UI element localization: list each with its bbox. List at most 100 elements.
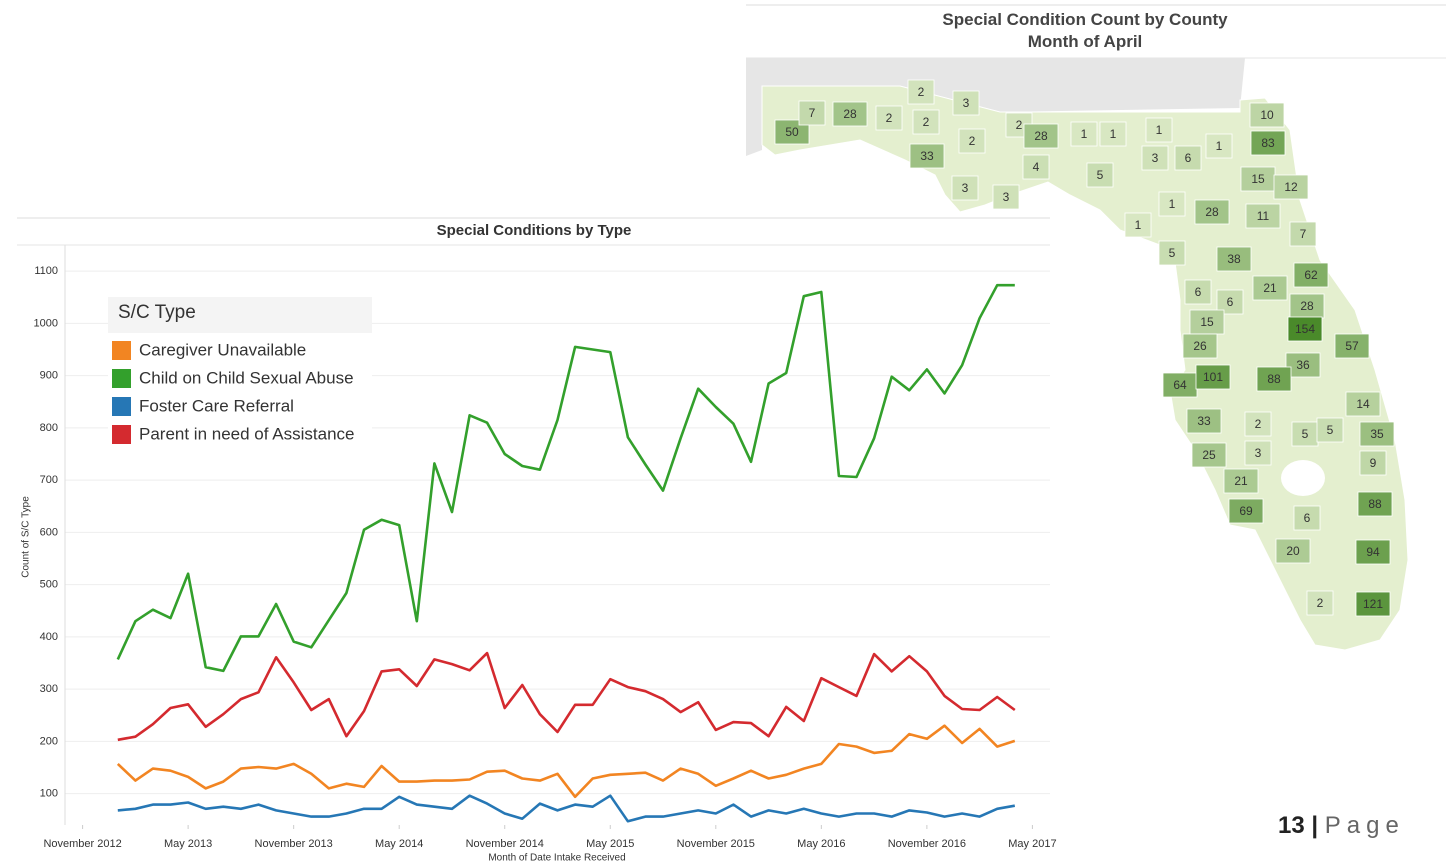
county [875,105,903,131]
county-value: 154 [1295,322,1315,336]
page-footer: 13 | Page [1278,812,1405,840]
county [1355,539,1391,565]
county [1223,468,1259,494]
county [1191,442,1227,468]
county-value: 1 [1216,139,1223,153]
county-value: 2 [918,85,925,99]
legend-label: Foster Care Referral [139,396,294,415]
county [1022,154,1050,180]
county [1070,121,1098,147]
y-tick-label: 1000 [34,317,58,329]
county-value: 83 [1261,136,1275,150]
county-value: 101 [1203,370,1223,384]
county-value: 1 [1110,127,1117,141]
county-value: 3 [1255,446,1262,460]
county-value: 33 [920,149,934,163]
county [1186,408,1222,434]
x-tick-label: November 2016 [888,838,966,850]
county-value: 62 [1304,268,1318,282]
county-value: 50 [785,125,799,139]
county-value: 28 [843,107,857,121]
y-tick-label: 500 [40,579,58,591]
legend-swatch [112,369,131,388]
county [1244,440,1272,466]
county-value: 15 [1251,172,1265,186]
county [1316,417,1344,443]
county-value: 2 [969,134,976,148]
county-value: 88 [1267,372,1281,386]
county-value: 6 [1227,295,1234,309]
y-tick-label: 800 [40,422,58,434]
y-tick-label: 700 [40,474,58,486]
county [1334,333,1370,359]
x-tick-label: November 2014 [466,838,544,850]
county [907,79,935,105]
county [1359,421,1395,447]
county-value: 2 [1016,118,1023,132]
county [1194,199,1230,225]
county [1141,145,1169,171]
county-value: 6 [1304,511,1311,525]
page-word: Page [1324,812,1405,839]
county [1240,166,1276,192]
x-tick-label: November 2013 [255,838,333,850]
county [992,184,1020,210]
county [958,128,986,154]
neighbor-land [746,58,1245,156]
county [1228,498,1264,524]
legend-title: S/C Type [118,302,196,323]
county-value: 28 [1034,129,1048,143]
county-value: 57 [1345,339,1359,353]
county [1099,121,1127,147]
county [1205,133,1233,159]
county-value: 3 [1003,190,1010,204]
county-value: 11 [1257,209,1270,223]
county [1355,591,1391,617]
county-value: 2 [923,115,930,129]
county [1245,203,1281,229]
county [952,90,980,116]
county-value: 1 [1135,218,1142,232]
county-value: 1 [1156,123,1163,137]
county [951,175,979,201]
county-value: 88 [1368,497,1382,511]
county-value: 5 [1302,427,1309,441]
county [909,143,945,169]
separator: | [1311,812,1319,839]
county-value: 64 [1173,378,1187,392]
county-value: 2 [1317,596,1324,610]
county [1275,538,1311,564]
county-value: 121 [1363,597,1383,611]
county-value: 3 [1152,151,1159,165]
series-line [116,724,1016,799]
county [1357,491,1393,517]
county [1287,316,1323,342]
county [1256,366,1292,392]
y-tick-label: 900 [40,370,58,382]
map-title: Special Condition Count by County Month … [942,10,1228,51]
series-line [117,651,1016,742]
y-tick-label: 300 [40,683,58,695]
county [912,109,940,135]
county-value: 20 [1286,544,1300,558]
county [1158,240,1186,266]
county-value: 21 [1234,474,1248,488]
county-value: 5 [1327,423,1334,437]
county-value: 10 [1260,108,1274,122]
y-tick-label: 400 [40,631,58,643]
county-value: 26 [1193,339,1207,353]
county-value: 6 [1195,285,1202,299]
county [1289,221,1317,247]
legend-label: Child on Child Sexual Abuse [139,368,354,387]
county-value: 1 [1081,127,1088,141]
x-tick-label: May 2016 [797,838,845,850]
county [1285,352,1321,378]
legend-swatch [112,425,131,444]
county-value: 6 [1185,151,1192,165]
x-tick-label: May 2013 [164,838,212,850]
county [1174,145,1202,171]
chart-title: Special Conditions by Type [437,222,632,239]
county [798,100,826,126]
x-tick-label: May 2014 [375,838,423,850]
